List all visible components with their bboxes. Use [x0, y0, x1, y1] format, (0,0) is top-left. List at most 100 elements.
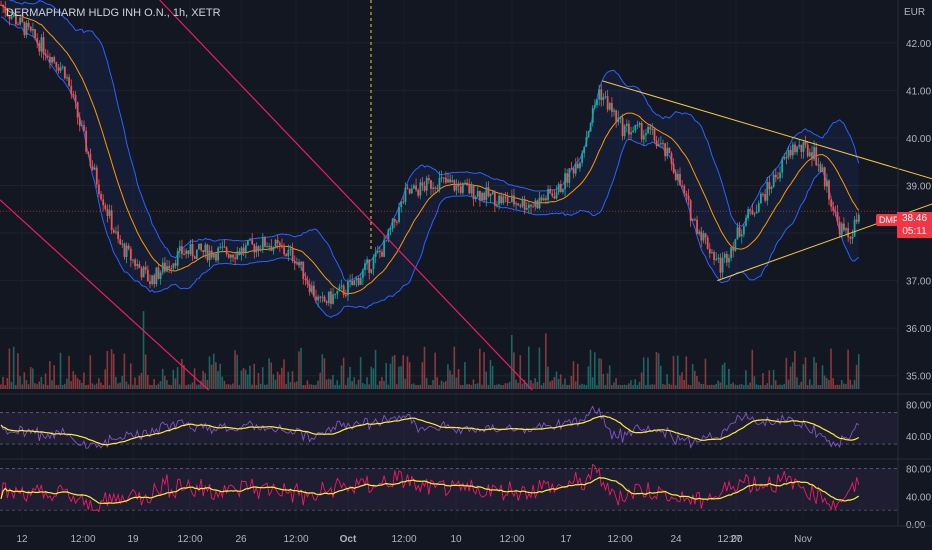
candle-body	[604, 96, 607, 98]
candle-body	[483, 192, 486, 201]
volume-bar	[51, 380, 53, 389]
volume-bar	[638, 381, 641, 389]
candle-body	[562, 189, 564, 193]
candle-body	[140, 268, 143, 278]
candle-body	[423, 185, 426, 191]
time-axis[interactable]: 12 12:00 19 12:00 26 12:00 Oct 12:00 10 12:00 17 12…	[0, 525, 932, 545]
candle-body	[115, 231, 117, 233]
volume-bar	[685, 356, 688, 389]
candle-body	[8, 15, 11, 19]
candle-body	[464, 182, 466, 184]
candle-body	[236, 251, 239, 260]
candle-body	[289, 248, 292, 251]
volume-bar	[481, 384, 483, 389]
volume-bar	[270, 362, 273, 389]
candle-body	[95, 167, 98, 185]
candle-body	[387, 229, 390, 241]
price-tick-label: 42.00	[906, 39, 931, 50]
candle-body	[583, 146, 586, 154]
candle-body	[78, 117, 81, 126]
volume-bar	[119, 382, 121, 389]
candle-body	[336, 291, 339, 294]
volume-bar	[247, 374, 249, 389]
volume-bar	[566, 384, 568, 389]
volume-bar	[202, 370, 204, 389]
currency-label[interactable]: EUR	[904, 7, 926, 18]
volume-bar	[589, 349, 592, 389]
candle-body	[683, 185, 686, 194]
candle-body	[200, 243, 202, 251]
osc-ma-line	[0, 476, 860, 504]
candle-body	[530, 204, 532, 207]
symbol-title[interactable]: DERMAPHARM HLDG INH O.N., 1h, XETR	[6, 7, 221, 19]
candle-body	[766, 182, 769, 201]
candle-body	[589, 122, 592, 132]
volume-bar	[536, 382, 539, 389]
candle-body	[259, 249, 262, 251]
volume-bar	[847, 349, 849, 389]
volume-bar	[523, 379, 526, 389]
candle-body	[225, 247, 228, 255]
volume-bar	[664, 384, 666, 389]
volume-bar	[687, 384, 690, 389]
volume-bar	[274, 379, 277, 389]
volume-bar	[581, 383, 583, 389]
candle-body	[664, 143, 667, 157]
candle-body	[357, 278, 360, 285]
volume-bar	[206, 379, 209, 389]
volume-bar	[653, 384, 656, 389]
volume-bar	[476, 383, 479, 389]
bollinger-upper	[8, 0, 860, 282]
volume-bar	[161, 368, 164, 389]
volume-bar	[232, 383, 234, 389]
candle-body	[834, 210, 837, 213]
volume-bar	[123, 353, 126, 389]
volume-bar	[366, 377, 368, 389]
volume-bar	[438, 384, 441, 389]
candle-body	[325, 301, 328, 304]
candle-body	[157, 267, 160, 279]
volume-bar	[821, 365, 824, 389]
volume-bar	[572, 361, 575, 389]
candle-body	[527, 204, 530, 208]
candle-body	[117, 231, 119, 240]
volume-bar	[219, 363, 221, 389]
volume-bar	[104, 369, 106, 389]
candle-body	[585, 137, 588, 147]
candle-body	[613, 110, 615, 112]
candle-body	[183, 253, 185, 255]
trend-drawings[interactable]	[0, 0, 932, 391]
candle-body	[108, 210, 111, 216]
volume-bar	[740, 384, 743, 389]
candle-body	[425, 178, 428, 191]
candle-body	[338, 286, 341, 292]
candle-body	[787, 149, 790, 158]
candle-body	[442, 177, 445, 179]
candle-body	[559, 184, 562, 193]
volume-bar	[474, 383, 477, 389]
candle-body	[611, 103, 613, 112]
candle-body	[789, 149, 792, 156]
candle-body	[315, 296, 317, 301]
candle-body	[619, 117, 622, 119]
volume-bar	[723, 362, 726, 389]
volume-bar	[651, 384, 654, 389]
last-price-tag: 38.46 05:11	[897, 212, 932, 238]
candle-body	[268, 246, 271, 248]
volume-bar	[344, 384, 347, 389]
volume-bar	[613, 382, 615, 389]
candle-body	[642, 135, 645, 140]
volume-bar	[204, 373, 207, 389]
candle-body	[621, 117, 624, 137]
volume-bar	[210, 364, 213, 389]
candle-body	[144, 266, 147, 270]
volume-bar	[498, 383, 500, 389]
pane-band	[0, 468, 898, 511]
volume-bar	[455, 377, 458, 389]
candle-body	[383, 240, 386, 257]
candle-body	[549, 188, 552, 194]
volume-bar	[295, 381, 298, 389]
volume-bar	[259, 383, 262, 389]
